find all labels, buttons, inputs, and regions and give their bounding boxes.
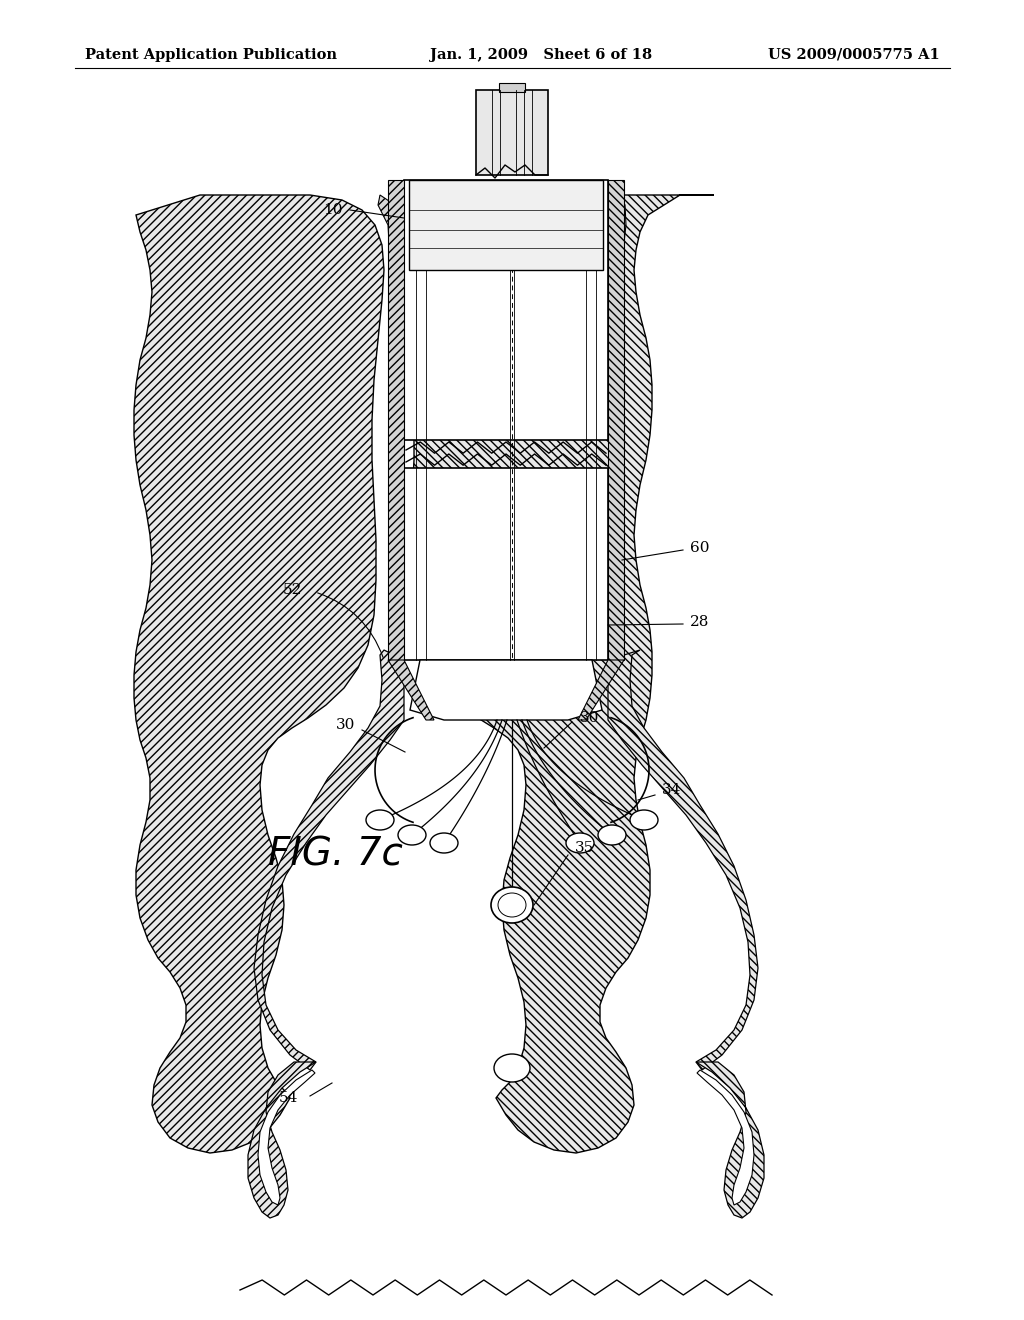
- Text: US 2009/0005775 A1: US 2009/0005775 A1: [768, 48, 940, 62]
- Polygon shape: [402, 195, 714, 1152]
- Ellipse shape: [494, 1053, 530, 1082]
- Polygon shape: [476, 90, 548, 176]
- Text: 30: 30: [336, 718, 355, 733]
- Text: 10: 10: [324, 203, 343, 216]
- Polygon shape: [388, 660, 434, 719]
- Polygon shape: [409, 180, 603, 271]
- Polygon shape: [410, 660, 602, 719]
- Text: 35: 35: [575, 841, 594, 855]
- Text: 28: 28: [690, 615, 710, 630]
- Ellipse shape: [490, 887, 534, 923]
- Polygon shape: [404, 180, 608, 440]
- Text: 54: 54: [279, 1092, 298, 1105]
- Polygon shape: [608, 649, 758, 1071]
- Polygon shape: [608, 195, 626, 300]
- Ellipse shape: [366, 810, 394, 830]
- Text: Patent Application Publication: Patent Application Publication: [85, 48, 337, 62]
- Polygon shape: [697, 1071, 754, 1205]
- Polygon shape: [404, 469, 608, 660]
- Ellipse shape: [630, 810, 658, 830]
- Polygon shape: [499, 83, 525, 92]
- Text: Jan. 1, 2009   Sheet 6 of 18: Jan. 1, 2009 Sheet 6 of 18: [430, 48, 652, 62]
- Polygon shape: [254, 649, 404, 1071]
- Text: 60: 60: [690, 541, 710, 554]
- Text: 52: 52: [283, 583, 302, 597]
- Polygon shape: [134, 195, 384, 1152]
- Ellipse shape: [430, 833, 458, 853]
- Ellipse shape: [566, 833, 594, 853]
- Polygon shape: [578, 660, 624, 719]
- Text: 30: 30: [580, 711, 599, 725]
- Ellipse shape: [398, 825, 426, 845]
- Polygon shape: [608, 180, 624, 660]
- Polygon shape: [248, 1063, 316, 1218]
- Polygon shape: [378, 195, 404, 300]
- Text: 34: 34: [662, 783, 681, 797]
- Ellipse shape: [598, 825, 626, 845]
- Polygon shape: [388, 180, 404, 660]
- Polygon shape: [258, 1071, 315, 1205]
- Polygon shape: [696, 1063, 764, 1218]
- Text: FIG. 7c: FIG. 7c: [268, 836, 402, 874]
